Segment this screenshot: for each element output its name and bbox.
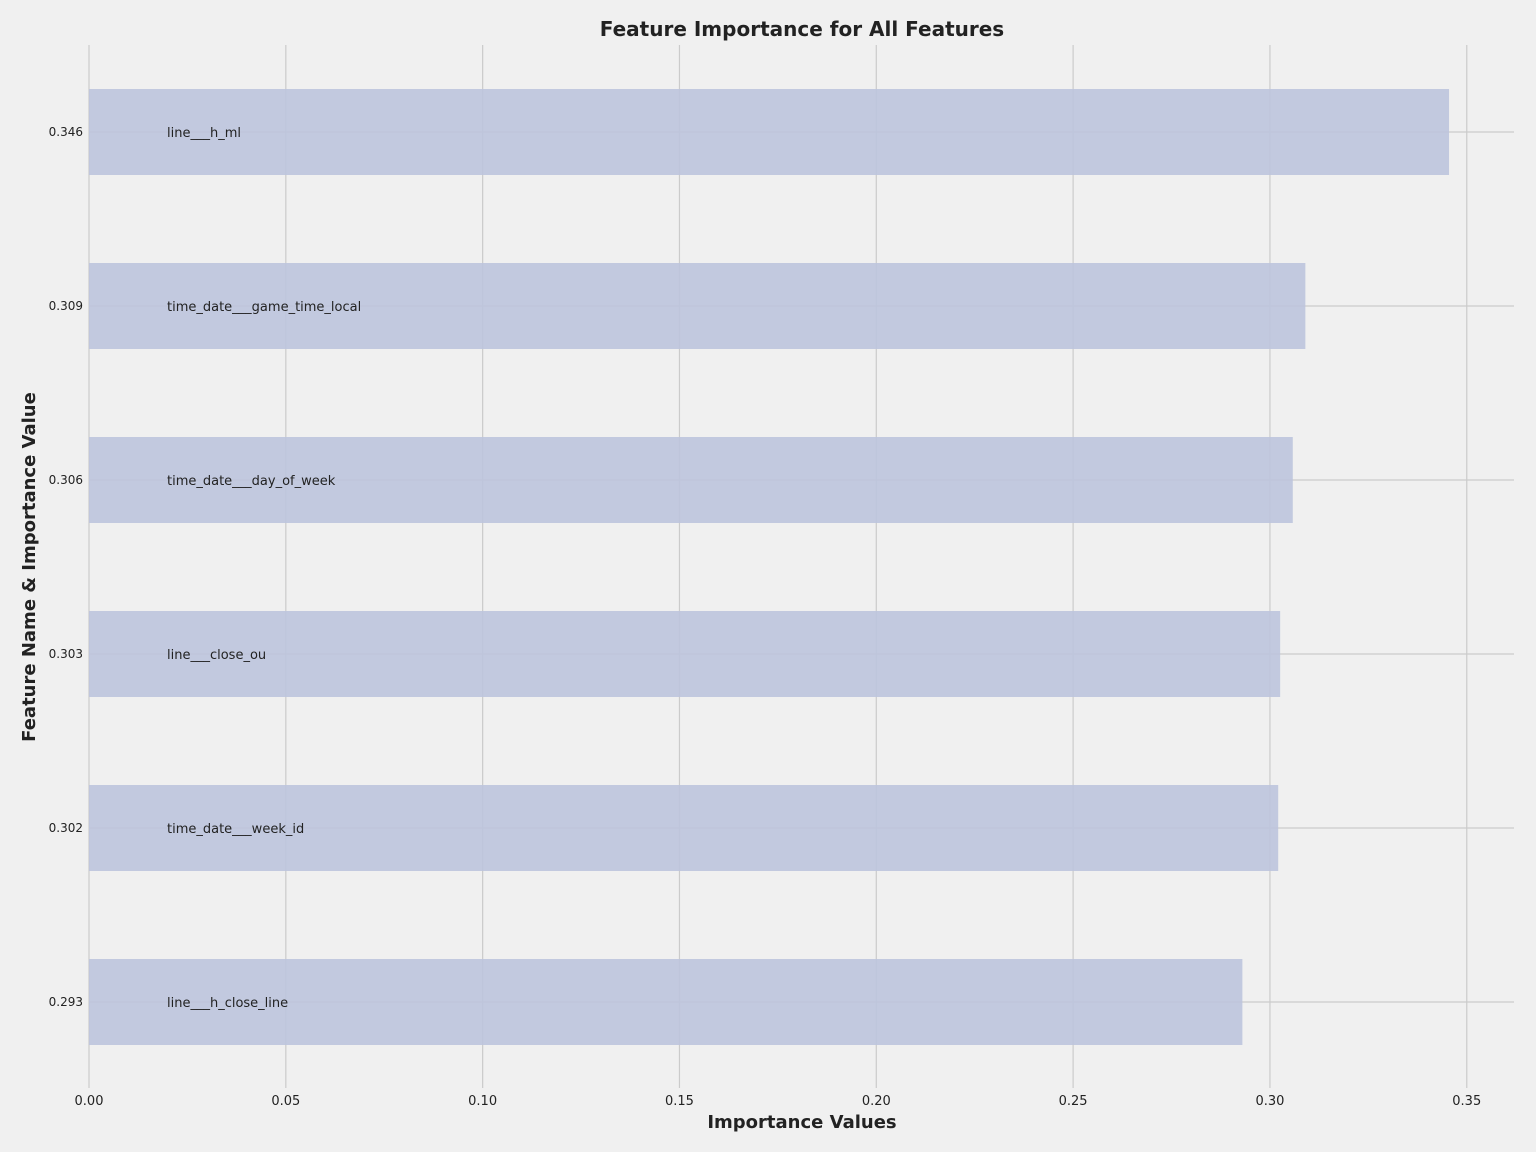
x-axis-label: Importance Values	[707, 1112, 896, 1133]
x-tick-labels: 0.00 0.05 0.10 0.15 0.20 0.25 0.30 0.35	[75, 1094, 1482, 1109]
y-tick-label: 0.306	[49, 473, 83, 487]
x-tick-label: 0.35	[1452, 1094, 1481, 1109]
y-tick-label: 0.309	[49, 299, 83, 313]
bar	[89, 959, 1243, 1045]
x-grid	[88, 45, 1468, 1088]
bar-name-labels: line___h_ml time_date___game_time_localti…	[167, 126, 361, 1011]
x-tick-label: 0.30	[1255, 1094, 1284, 1109]
bar-name-label: time_date___day_of_week	[167, 474, 336, 489]
y-axis-label: Feature Name & Importance Value	[19, 392, 40, 742]
y-tick-label: 0.346	[49, 125, 83, 139]
x-tick-label: 0.15	[665, 1094, 694, 1109]
bar-name-label: time_date___game_time_local	[167, 300, 361, 315]
y-tick-label: 0.302	[49, 821, 83, 835]
x-tick-label: 0.00	[75, 1094, 104, 1109]
bar-name-label: line___h_ml	[167, 126, 241, 141]
bar	[89, 263, 1306, 349]
y-tick-label: 0.293	[49, 995, 83, 1009]
bar-name-label: time_date___week_id	[167, 822, 304, 837]
bar	[89, 785, 1279, 871]
bar	[89, 89, 1450, 175]
bar	[89, 437, 1293, 523]
bars	[89, 89, 1450, 1045]
x-tick-label: 0.10	[468, 1094, 497, 1109]
bar-name-label: line___h_close_line	[167, 996, 288, 1011]
x-tick-label: 0.25	[1059, 1094, 1088, 1109]
bar-name-label: line___close_ou	[167, 648, 266, 663]
x-tick-label: 0.05	[271, 1094, 300, 1109]
y-tick-label: 0.303	[49, 647, 83, 661]
x-tick-label: 0.20	[862, 1094, 891, 1109]
y-tick-labels: 0.346 0.309 0.306 0.303 0.302 0.293	[49, 125, 83, 1009]
chart-title: Feature Importance for All Features	[600, 17, 1004, 41]
bar	[89, 611, 1281, 697]
